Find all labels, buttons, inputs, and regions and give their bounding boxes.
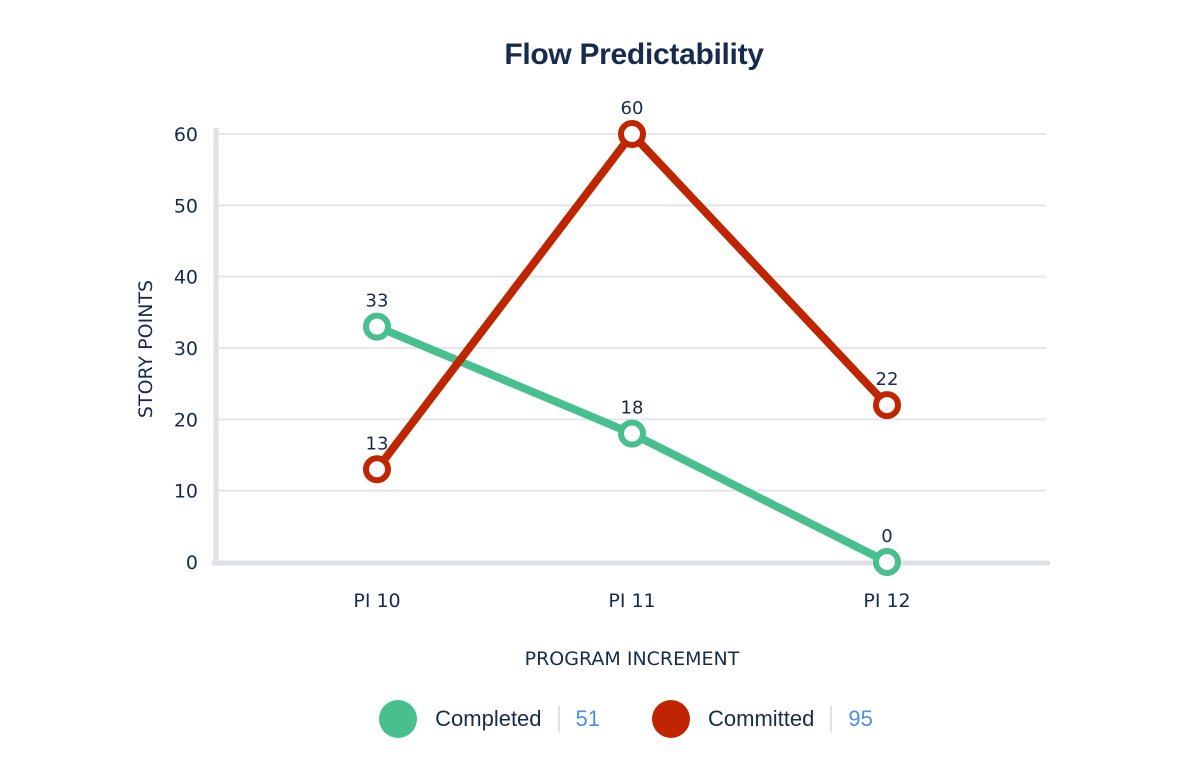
y-tick-label: 0: [186, 552, 198, 574]
y-tick-label: 20: [174, 409, 198, 431]
y-tick-label: 50: [174, 195, 198, 217]
y-tick-label: 10: [174, 481, 198, 503]
data-point-marker[interactable]: [363, 455, 391, 484]
x-axis-ticks: PI 10 PI 11 PI 12: [353, 590, 910, 612]
legend-label: Completed: [435, 706, 542, 731]
data-point-marker[interactable]: [873, 391, 901, 420]
committed-swatch-icon: [652, 700, 691, 738]
x-axis-title: PROGRAM INCREMENT: [525, 648, 740, 670]
legend-value: 51: [575, 706, 601, 731]
legend-value: 95: [848, 706, 873, 731]
series-committed: 13 60 22: [363, 98, 901, 484]
data-point-marker[interactable]: [363, 312, 391, 341]
data-label: 0: [881, 526, 892, 547]
y-tick-label: 30: [174, 338, 198, 360]
data-label: 13: [366, 433, 389, 454]
y-tick-label: 60: [174, 124, 198, 146]
y-axis-ticks: 0 10 20 30 40 50 60: [174, 124, 198, 574]
legend: Completed 51 Committed 95: [0, 700, 1200, 738]
data-label: 22: [876, 369, 899, 390]
x-tick-label: PI 12: [863, 590, 910, 612]
legend-item-completed[interactable]: Completed 51: [379, 700, 600, 738]
completed-swatch-icon: [379, 700, 418, 738]
legend-divider: [557, 706, 560, 732]
y-tick-label: 40: [174, 267, 198, 289]
data-label: 18: [621, 398, 644, 419]
data-label: 60: [621, 98, 644, 119]
data-label: 33: [366, 291, 389, 312]
legend-label: Committed: [708, 706, 815, 731]
chart-title: Flow Predictability: [504, 38, 764, 71]
data-point-marker[interactable]: [618, 419, 646, 448]
legend-item-committed[interactable]: Committed 95: [652, 700, 873, 738]
y-axis-title: STORY POINTS: [135, 280, 157, 418]
data-point-marker[interactable]: [618, 120, 646, 148]
data-point-marker[interactable]: [873, 548, 901, 576]
series-lines: 33 18 0 13 60 22: [363, 98, 901, 576]
x-tick-label: PI 10: [353, 590, 400, 612]
x-tick-label: PI 11: [608, 590, 655, 612]
legend-divider: [830, 706, 833, 732]
